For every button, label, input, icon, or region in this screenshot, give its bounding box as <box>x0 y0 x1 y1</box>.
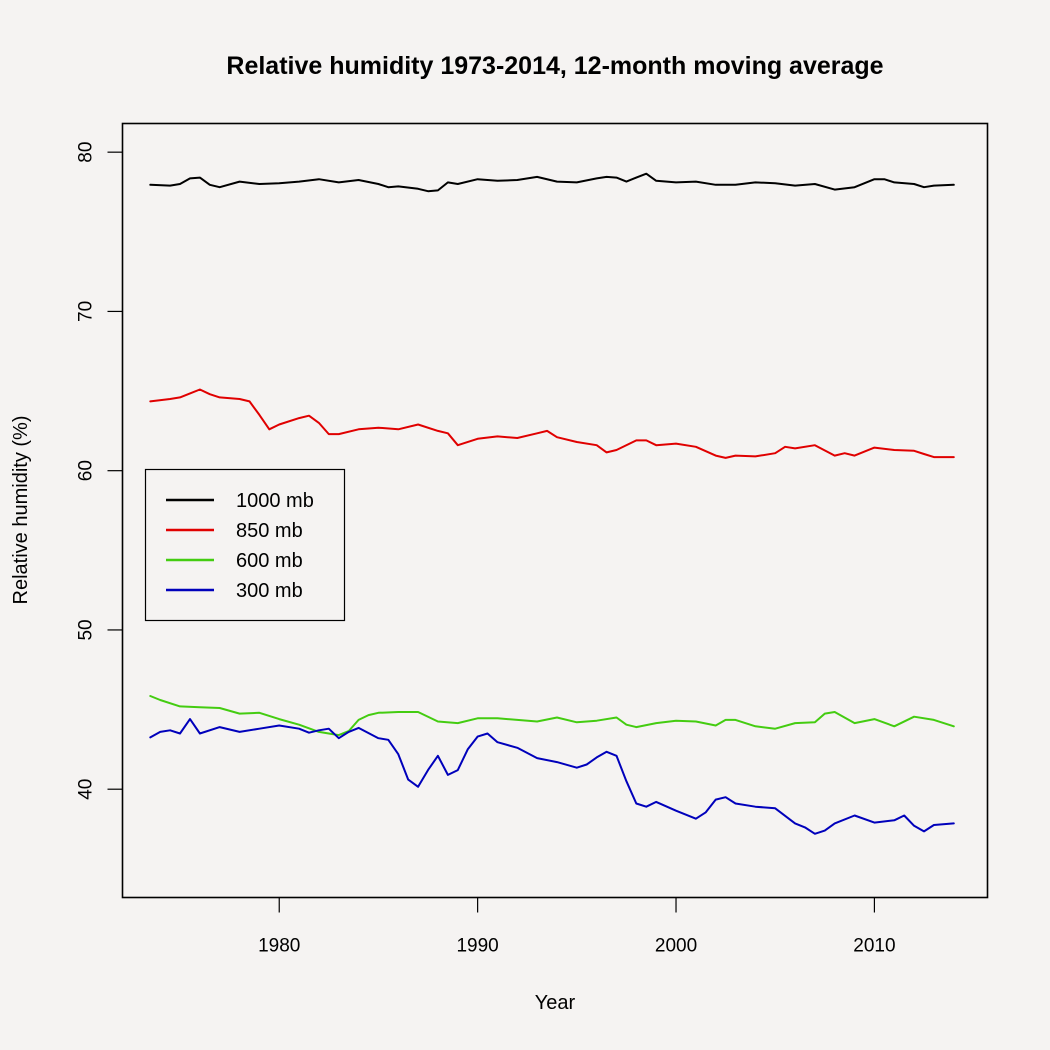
y-tick-label: 40 <box>76 779 97 800</box>
chart-title: Relative humidity 1973-2014, 12-month mo… <box>226 52 883 80</box>
x-axis: 1980 1990 2000 2010 <box>258 897 896 957</box>
legend-label: 300 mb <box>236 580 303 602</box>
series-line-600-mb <box>149 695 955 737</box>
y-axis-label: Relative humidity (%) <box>10 416 32 605</box>
series-line-300-mb <box>149 718 955 835</box>
x-tick-label: 1980 <box>258 936 300 957</box>
x-tick-label: 1990 <box>456 936 498 957</box>
y-tick-label: 70 <box>76 301 97 322</box>
y-axis: 40 50 60 70 80 <box>76 142 123 800</box>
plot-area-frame <box>121 122 989 899</box>
legend-box <box>144 468 346 622</box>
legend-label: 850 mb <box>236 520 303 542</box>
y-tick-label: 80 <box>76 142 97 163</box>
y-tick-label: 60 <box>76 460 97 481</box>
y-tick-label: 50 <box>76 619 97 640</box>
x-tick-label: 2000 <box>655 936 697 957</box>
legend-label: 1000 mb <box>236 490 314 512</box>
x-tick-label: 2010 <box>853 936 895 957</box>
series-line-1000-mb <box>149 172 955 193</box>
series-line-850-mb <box>149 388 955 459</box>
legend-label: 600 mb <box>236 550 303 572</box>
legend: 1000 mb 850 mb 600 mb 300 mb <box>144 468 346 622</box>
series-layer <box>149 172 955 835</box>
x-axis-label: Year <box>535 992 576 1014</box>
